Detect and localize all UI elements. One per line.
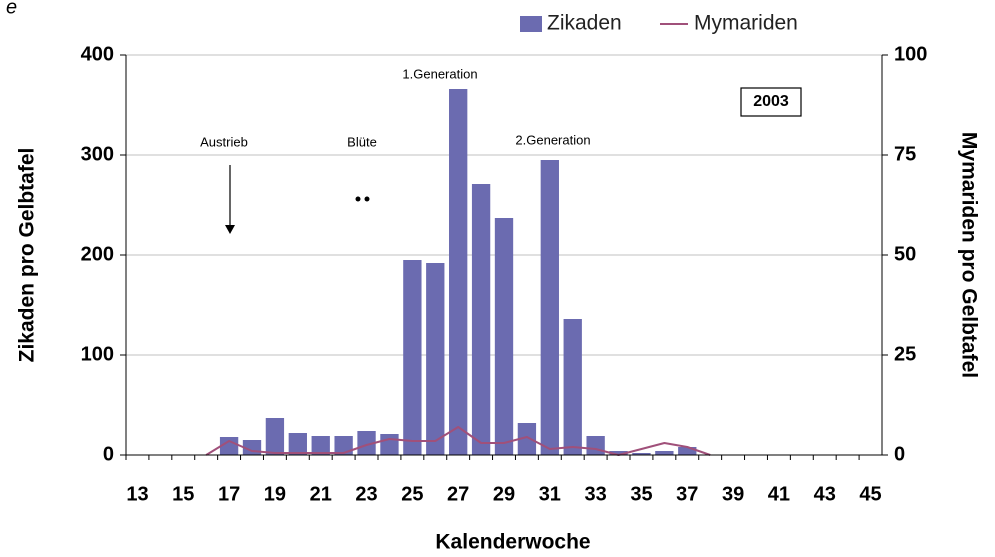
x-tick-label: 27	[447, 483, 469, 505]
y-tick-label: 100	[81, 343, 114, 365]
bar	[494, 218, 514, 455]
annotation: e	[6, 0, 17, 18]
dot	[355, 196, 361, 202]
x-tick-label: 37	[676, 483, 698, 505]
x-tick-label: 35	[630, 483, 652, 505]
year-box	[740, 87, 802, 117]
legend-label: Zikaden	[547, 12, 622, 35]
x-axis-label: Kalenderwoche	[435, 531, 590, 554]
y2-tick-label: 50	[894, 243, 916, 265]
x-tick-label: 33	[585, 483, 607, 505]
x-tick-label: 41	[768, 483, 790, 505]
bar	[288, 433, 307, 455]
annotation: 2.Generation	[515, 132, 590, 147]
annotation: 1.Generation	[402, 66, 477, 81]
bar	[609, 451, 628, 455]
bar	[517, 423, 537, 455]
y-tick-label: 200	[81, 243, 114, 265]
bar	[265, 418, 285, 455]
x-tick-label: 39	[722, 483, 744, 505]
x-tick-label: 21	[310, 483, 332, 505]
annotation: Austrieb	[200, 134, 248, 149]
y-tick-label: 400	[81, 43, 114, 65]
bar	[540, 160, 559, 455]
x-tick-label: 29	[493, 483, 515, 505]
bar	[471, 184, 491, 455]
bar	[632, 453, 651, 455]
bar	[403, 260, 422, 455]
arrow-head	[225, 225, 235, 234]
y2-tick-label: 100	[894, 43, 927, 65]
x-tick-label: 25	[401, 483, 423, 505]
x-tick-label: 19	[264, 483, 286, 505]
y2-tick-label: 75	[894, 143, 916, 165]
y-tick-label: 0	[103, 443, 114, 465]
x-tick-label: 45	[859, 483, 881, 505]
bar	[563, 319, 582, 455]
bar	[219, 437, 239, 455]
y-tick-label: 300	[81, 143, 114, 165]
bar	[380, 434, 399, 455]
x-tick-label: 31	[539, 483, 561, 505]
y2-tick-label: 0	[894, 443, 905, 465]
x-tick-label: 13	[126, 483, 148, 505]
legend-swatch	[520, 16, 542, 32]
x-tick-label: 17	[218, 483, 240, 505]
bar	[655, 451, 674, 455]
bar	[449, 89, 468, 455]
bar	[311, 436, 330, 455]
x-tick-label: 43	[814, 483, 836, 505]
y-axis-label: Zikaden pro Gelbtafel	[16, 148, 39, 363]
bar	[586, 436, 605, 455]
bar	[426, 263, 445, 455]
x-tick-label: 15	[172, 483, 194, 505]
dot	[364, 196, 370, 202]
annotation: 2003	[753, 93, 789, 110]
bar	[334, 436, 353, 455]
y2-tick-label: 25	[894, 343, 916, 365]
legend-label: Mymariden	[694, 12, 798, 35]
y2-axis-label: Mymariden pro Gelbtafel	[957, 132, 980, 378]
line	[205, 426, 711, 456]
bar	[357, 431, 376, 455]
bar	[678, 447, 697, 455]
annotation: Blüte	[347, 134, 377, 149]
x-tick-label: 23	[355, 483, 377, 505]
